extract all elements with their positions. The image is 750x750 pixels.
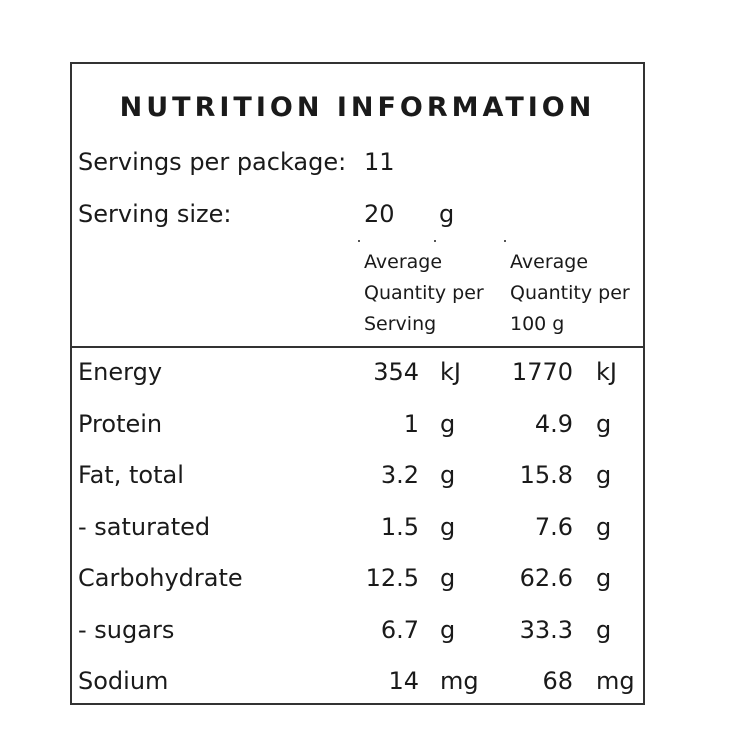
- per-100g-value: 4.9: [534, 409, 573, 438]
- panel-title: NUTRITION INFORMATION: [119, 92, 596, 123]
- per-100g-unit: mg: [596, 667, 635, 695]
- serving-size-value: 20: [364, 200, 395, 228]
- table-row: - saturated 1.5 g 7.6 g: [72, 505, 643, 557]
- nutrient-name: - saturated: [78, 512, 211, 541]
- per-serving-unit: g: [440, 409, 456, 438]
- nutrient-name: - sugars: [78, 615, 175, 644]
- table-row: - sugars 6.7 g 33.3 g: [72, 608, 643, 660]
- dot-mark: [358, 240, 360, 242]
- nutrient-name: Protein: [78, 409, 163, 438]
- per-100g-value: 33.3: [519, 615, 573, 644]
- per-serving-value: 3.2: [380, 461, 419, 489]
- serving-size-label: Serving size:: [78, 200, 232, 228]
- per-serving-value: 1.5: [380, 512, 419, 541]
- nutrient-name: Energy: [78, 358, 163, 386]
- table-row: Carbohydrate 12.5 g 62.6 g: [72, 556, 643, 608]
- table-row: Protein 1 g 4.9 g: [72, 402, 643, 454]
- per-100g-unit: g: [596, 564, 612, 592]
- header-per-100g: Average Quantity per 100 g: [510, 251, 630, 335]
- header-per-serving: Average Quantity per Serving: [364, 251, 484, 335]
- servings-per-package-value: 11: [364, 148, 395, 176]
- per-100g-unit: g: [596, 512, 612, 541]
- per-serving-unit: g: [440, 461, 456, 489]
- dot-mark: [504, 240, 506, 242]
- per-serving-value: 1: [403, 409, 419, 438]
- per-100g-unit: g: [596, 409, 612, 438]
- nutrient-name: Fat, total: [78, 461, 184, 489]
- per-serving-unit: mg: [440, 667, 479, 695]
- per-serving-value: 14: [388, 667, 419, 695]
- nutrition-panel: NUTRITION INFORMATION Servings per packa…: [70, 62, 645, 705]
- per-100g-value: 15.8: [519, 461, 573, 489]
- per-serving-unit: g: [440, 615, 456, 644]
- per-100g-value: 68: [542, 667, 573, 695]
- per-serving-unit: kJ: [440, 358, 461, 386]
- dot-mark: [434, 240, 436, 242]
- per-serving-value: 12.5: [365, 564, 419, 592]
- per-serving-unit: g: [440, 512, 456, 541]
- per-100g-unit: g: [596, 461, 612, 489]
- per-100g-unit: g: [596, 615, 612, 644]
- header-divider: [72, 346, 643, 348]
- per-serving-value: 6.7: [380, 615, 419, 644]
- serving-size-unit: g: [439, 200, 455, 228]
- per-100g-value: 1770: [511, 358, 573, 386]
- table-row: Energy 354 kJ 1770 kJ: [72, 350, 643, 402]
- table-row: Sodium 14 mg 68 mg: [72, 659, 643, 711]
- servings-per-package-label: Servings per package:: [78, 148, 347, 176]
- nutrient-name: Sodium: [78, 667, 169, 695]
- per-100g-unit: kJ: [596, 358, 617, 386]
- nutrient-name: Carbohydrate: [78, 564, 243, 592]
- per-100g-value: 62.6: [519, 564, 573, 592]
- per-100g-value: 7.6: [534, 512, 573, 541]
- per-serving-unit: g: [440, 564, 456, 592]
- per-serving-value: 354: [373, 358, 419, 386]
- table-row: Fat, total 3.2 g 15.8 g: [72, 453, 643, 505]
